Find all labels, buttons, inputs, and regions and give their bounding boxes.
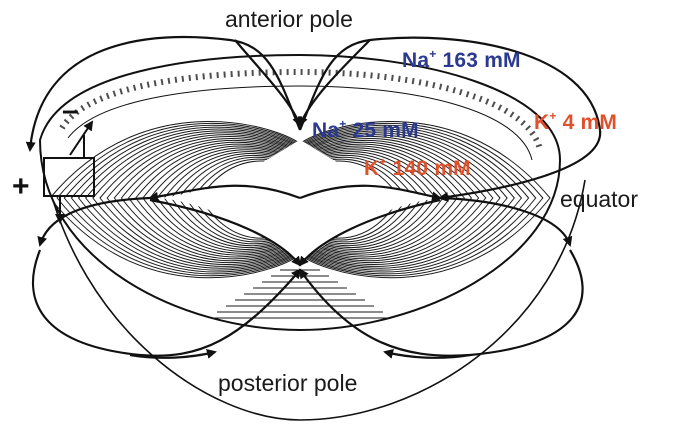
equator-label: equator (560, 186, 639, 212)
equator-right-current (299, 184, 442, 202)
lens-nucleus (160, 140, 440, 262)
sodium-inside-charge: + (339, 117, 347, 131)
fiber-ring (99, 134, 501, 265)
fiber-ring (135, 143, 465, 256)
potassium-inside-value: 140 mM (392, 157, 471, 180)
potassium-inside-charge: + (379, 155, 387, 169)
posterior-pole-label: posterior pole (218, 370, 358, 396)
sodium-inside-value: 25 mM (352, 119, 419, 142)
sodium-outside-symbol: Na (402, 49, 430, 72)
epithelial-cell-layer-inner (67, 85, 533, 161)
sodium-outside-value: 163 mM (442, 49, 521, 72)
sodium-inside-label: Na+ 25 mM (312, 117, 419, 142)
potassium-outside-label: K+ 4 mM (534, 109, 618, 134)
equator-left-current (148, 184, 301, 202)
fiber-ring (70, 126, 530, 273)
current-flow-arrows (25, 35, 602, 359)
posterior-left-current-loop (32, 249, 302, 357)
fiber-ring (106, 136, 494, 263)
anterior-left-return (234, 39, 302, 127)
voltage-circuit (43, 120, 95, 224)
potassium-outside-symbol: K (534, 111, 550, 134)
fiber-ring (63, 124, 537, 275)
potassium-outside-value: 4 mM (562, 111, 618, 134)
anterior-left-current-loop (25, 35, 302, 152)
fiber-ring (113, 137, 487, 262)
fiber-ring (120, 139, 480, 260)
fiber-ring (127, 141, 473, 258)
fiber-ring (92, 132, 508, 267)
minus-sign: – (62, 94, 79, 127)
posterior-right-inflow (298, 198, 441, 267)
sodium-outside-charge: + (429, 47, 437, 61)
plus-sign: + (12, 170, 30, 203)
potassium-inside-label: K+ 140 mM (364, 155, 471, 180)
anterior-right-return (298, 39, 371, 127)
equator-left-outflow (37, 196, 151, 247)
lens-outer-bottom-outline (44, 169, 586, 421)
fiber-ring (49, 121, 551, 279)
posterior-right-bottom-arrow (383, 349, 471, 359)
fiber-ring (77, 128, 523, 271)
fiber-ring (85, 130, 515, 269)
posterior-left-bottom-arrow (129, 349, 217, 359)
sodium-outside-label: Na+ 163 mM (402, 47, 521, 72)
equator-right-outflow (439, 196, 573, 247)
anterior-pole-label: anterior pole (225, 6, 353, 32)
potassium-inside-symbol: K (364, 157, 380, 180)
sodium-inside-symbol: Na (312, 119, 340, 142)
fiber-ring (56, 122, 544, 277)
posterior-left-inflow (149, 198, 302, 267)
potassium-outside-charge: + (549, 109, 557, 123)
voltmeter-box (43, 157, 95, 197)
anterior-right-current-loop (298, 36, 602, 202)
